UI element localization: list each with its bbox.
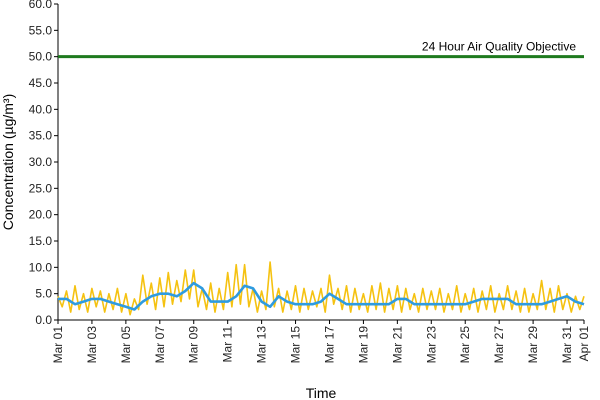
x-tick-label: Mar 13 — [255, 326, 269, 364]
air-quality-objective-label: 24 Hour Air Quality Objective — [422, 40, 576, 54]
reference-layer: 24 Hour Air Quality Objective — [58, 40, 584, 59]
y-tick-label: 60.0 — [29, 0, 53, 11]
y-tick-label: 45.0 — [29, 76, 53, 90]
x-tick-label: Mar 17 — [322, 326, 336, 364]
x-tick-label: Mar 23 — [424, 326, 438, 364]
y-tick-label: 10.0 — [29, 260, 53, 274]
x-axis-title: Time — [306, 385, 337, 400]
y-tick-label: 30.0 — [29, 155, 53, 169]
y-axis-ticks: 0.0 5.0 10.0 15.0 20.0 25.0 30.0 35.0 40.0 45.0 50… — [29, 0, 58, 327]
y-tick-label: 40.0 — [29, 102, 53, 116]
x-tick-label: Mar 01 — [51, 326, 65, 364]
series-line-yellow — [57, 261, 585, 316]
y-tick-label: 5.0 — [35, 287, 52, 301]
y-tick-label: 25.0 — [29, 181, 53, 195]
x-tick-label: Mar 19 — [356, 326, 370, 364]
x-tick-label: Mar 21 — [390, 326, 404, 364]
x-axis-ticks: Mar 01 Mar 03 Mar 05 Mar 07 Mar 09 Mar 11 Mar … — [51, 320, 591, 363]
series-line-blue — [58, 281, 585, 311]
y-tick-label: 50.0 — [29, 50, 53, 64]
y-tick-label: 0.0 — [35, 313, 52, 327]
x-tick-label: Mar 09 — [187, 326, 201, 364]
y-tick-label: 15.0 — [29, 234, 53, 248]
x-tick-label: Mar 07 — [153, 326, 167, 364]
y-tick-label: 35.0 — [29, 129, 53, 143]
y-tick-label: 55.0 — [29, 23, 53, 37]
x-tick-label: Mar 15 — [289, 326, 303, 364]
x-tick-label: Mar 27 — [492, 326, 506, 364]
x-tick-label: Mar 03 — [85, 326, 99, 364]
x-tick-label: Mar 25 — [458, 326, 472, 364]
y-tick-label: 20.0 — [29, 208, 53, 222]
x-tick-label: Mar 31 — [560, 326, 574, 364]
x-tick-label: Mar 29 — [526, 326, 540, 364]
series-layer — [57, 261, 585, 316]
x-tick-label: Mar 05 — [119, 326, 133, 364]
y-axis-title: Concentration (µg/m³) — [0, 94, 16, 230]
x-tick-label: Mar 11 — [221, 326, 235, 363]
x-tick-label: Apr 01 — [577, 326, 591, 362]
